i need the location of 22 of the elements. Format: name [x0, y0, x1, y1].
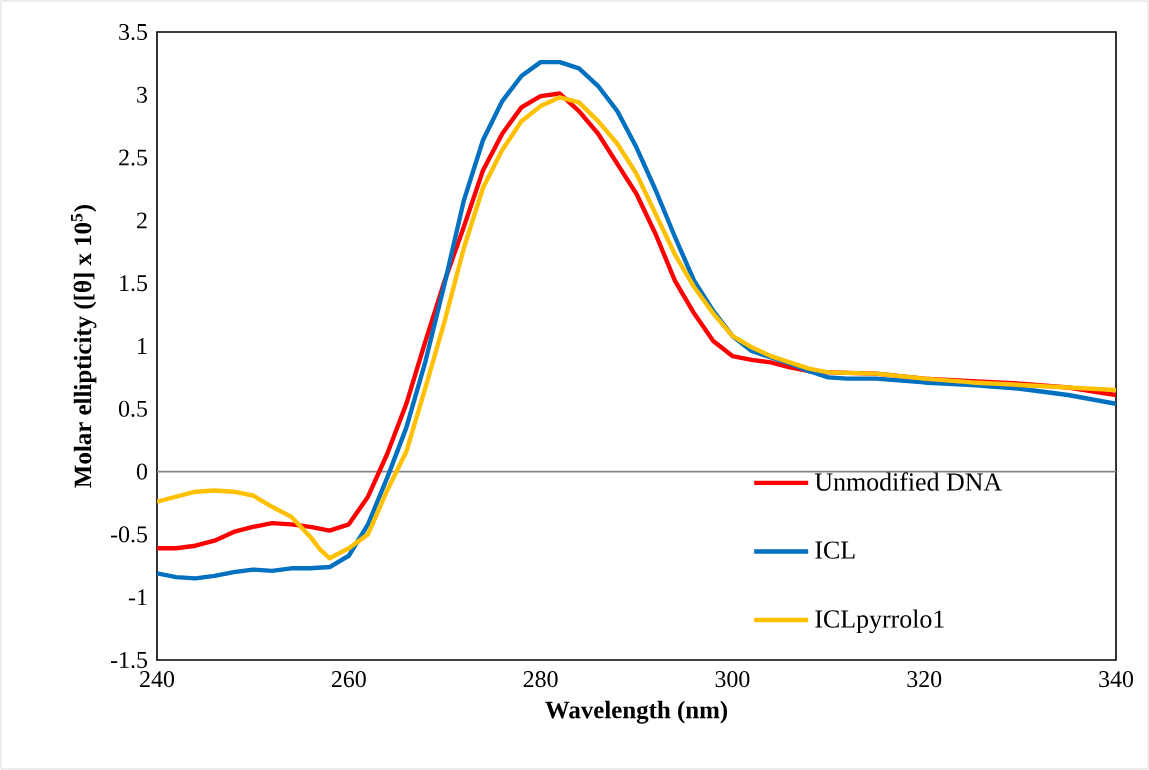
legend-label: ICL [815, 541, 855, 559]
y-tick-label: -1 [128, 589, 147, 606]
y-tick-label: 3 [137, 86, 148, 103]
x-tick-label: 340 [1099, 671, 1134, 688]
x-tick-label: 260 [331, 671, 366, 688]
x-axis-title: Wavelength (nm) [545, 700, 728, 724]
x-tick-label: 300 [715, 671, 750, 688]
y-tick-label: -0.5 [110, 526, 148, 543]
y-tick-label: 1.5 [120, 275, 148, 292]
legend-label: ICLpyrrolo1 [815, 609, 944, 634]
y-tick-label: 2.5 [119, 149, 148, 166]
y-axis-title: Molar ellipticity ([θ] x 10$^{5}$) [70, 205, 97, 488]
y-tick-label: 0.5 [118, 400, 148, 417]
y-tick-label: 0 [136, 463, 148, 480]
y-tick-label: 1 [138, 338, 147, 354]
legend-label: Unmodified DNA [814, 472, 1002, 491]
y-tick-label: -1.5 [110, 651, 148, 669]
x-tick-label: 320 [907, 671, 942, 688]
y-tick-label: 2 [137, 212, 147, 229]
x-tick-label: 280 [523, 671, 558, 688]
y-tick-label: 3.5 [119, 23, 148, 41]
x-tick-label: 240 [140, 671, 175, 688]
